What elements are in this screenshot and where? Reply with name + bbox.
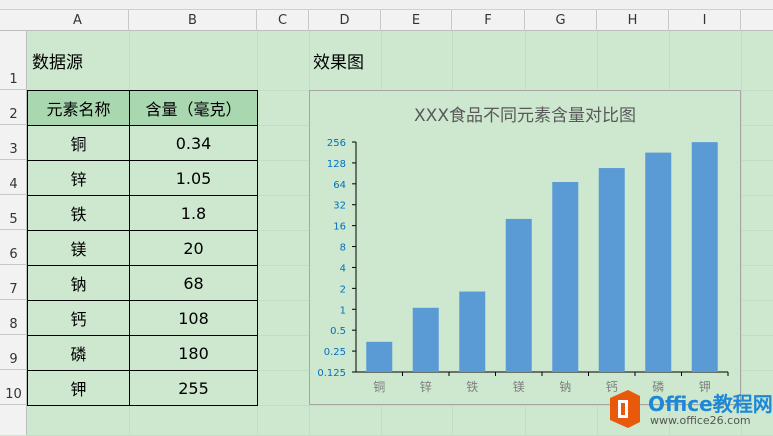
table-cell-name[interactable]: 锌 [27, 160, 130, 196]
x-tick-label: 钾 [699, 380, 711, 394]
table-cell-name[interactable]: 铜 [27, 125, 130, 161]
row-header-9[interactable]: 9 [0, 335, 27, 370]
y-tick-label: 0.25 [324, 347, 346, 358]
table-cell-name[interactable]: 钠 [27, 265, 130, 301]
bar-锌 [412, 307, 439, 372]
column-header-G[interactable]: G [525, 10, 597, 31]
column-header-B[interactable]: B [129, 10, 257, 31]
x-tick-label: 钠 [559, 379, 571, 394]
table-cell-name[interactable]: 钙 [27, 300, 130, 336]
table-header-amount[interactable]: 含量（毫克） [129, 90, 258, 126]
x-tick-label: 铜 [373, 379, 385, 394]
table-cell-name[interactable]: 铁 [27, 195, 130, 231]
table-cell-amount[interactable]: 20 [129, 230, 258, 266]
column-header-D[interactable]: D [309, 10, 381, 31]
column-header-H[interactable]: H [597, 10, 669, 31]
column-header-F[interactable]: F [452, 10, 525, 31]
row-header-7[interactable]: 7 [0, 265, 27, 300]
cell-a1[interactable]: 数据源 [32, 53, 83, 73]
bar-铁 [459, 291, 486, 372]
y-tick-label: 1 [340, 305, 346, 316]
row-header-3[interactable]: 3 [0, 125, 27, 160]
gridline [27, 405, 773, 406]
chart[interactable]: XXX食品不同元素含量对比图 0.125 0.25 0.5 1 2 4 8 16 32 64 128… [309, 90, 741, 405]
row-header-1[interactable]: 1 [0, 31, 27, 90]
table-cell-amount[interactable]: 255 [129, 370, 258, 406]
row-header-2[interactable]: 2 [0, 90, 27, 125]
table-cell-amount[interactable]: 68 [129, 265, 258, 301]
watermark-url: www.office26.com [650, 414, 751, 427]
row-headers: 1 2 3 4 5 6 7 8 9 10 [0, 31, 27, 435]
row-header-5[interactable]: 5 [0, 195, 27, 230]
table-cell-amount[interactable]: 0.34 [129, 125, 258, 161]
y-tick-label: 8 [340, 243, 346, 254]
y-tick-label: 4 [340, 263, 346, 274]
x-tick-label: 钙 [606, 380, 618, 394]
table-header-name[interactable]: 元素名称 [27, 90, 130, 126]
y-tick-label: 16 [333, 222, 346, 233]
row-header-6[interactable]: 6 [0, 230, 27, 265]
y-tick-label: 128 [327, 159, 346, 170]
chart-plot: 0.125 0.25 0.5 1 2 4 8 16 32 64 128 256 铜 锌 铁 镁 钠 钙 磷 钾 [317, 138, 729, 394]
table-cell-amount[interactable]: 180 [129, 335, 258, 371]
table-cell-name[interactable]: 镁 [27, 230, 130, 266]
bar-镁 [505, 218, 532, 372]
column-header-C[interactable]: C [257, 10, 309, 31]
table-cell-name[interactable]: 钾 [27, 370, 130, 406]
column-header-E[interactable]: E [381, 10, 452, 31]
x-tick-label: 磷 [652, 379, 664, 394]
table-cell-amount[interactable]: 1.05 [129, 160, 258, 196]
bar-钾 [691, 142, 718, 372]
y-tick-label: 64 [333, 180, 346, 191]
y-tick-label: 2 [340, 284, 346, 295]
table-cell-name[interactable]: 磷 [27, 335, 130, 371]
watermark-logo: Office教程网 www.office26.com [606, 386, 773, 435]
row-header-8[interactable]: 8 [0, 300, 27, 335]
table-cell-amount[interactable]: 1.8 [129, 195, 258, 231]
chart-title: XXX食品不同元素含量对比图 [414, 106, 636, 126]
y-tick-label: 32 [333, 201, 346, 212]
office-logo-icon [610, 390, 640, 428]
top-bar [0, 0, 773, 10]
bar-钠 [552, 181, 579, 372]
y-tick-label: 0.125 [317, 368, 346, 379]
row-header-10[interactable]: 10 [0, 370, 27, 405]
column-header-A[interactable]: A [27, 10, 129, 31]
column-header-I[interactable]: I [669, 10, 741, 31]
gridline [741, 31, 742, 435]
bar-钙 [598, 168, 625, 372]
cell-d1[interactable]: 效果图 [313, 53, 364, 73]
row-header-4[interactable]: 4 [0, 160, 27, 195]
y-tick-label: 256 [327, 138, 346, 149]
x-tick-label: 铁 [466, 380, 478, 394]
watermark-brand: Office教程网 [648, 392, 773, 416]
bar-铜 [366, 341, 393, 372]
bar-磷 [645, 152, 672, 372]
x-tick-label: 镁 [513, 380, 525, 394]
x-tick-label: 锌 [420, 380, 432, 394]
y-tick-label: 0.5 [330, 326, 346, 337]
table-cell-amount[interactable]: 108 [129, 300, 258, 336]
